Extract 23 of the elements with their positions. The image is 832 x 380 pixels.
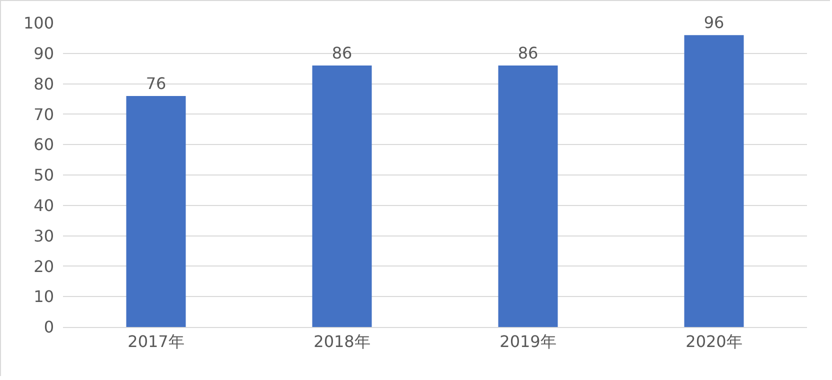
data-label: 86 [332,44,352,63]
data-label: 86 [518,44,538,63]
y-tick-label: 0 [44,318,54,337]
y-tick-label: 80 [34,74,54,94]
y-tick-label: 50 [34,166,54,185]
y-tick-label: 90 [34,44,54,63]
y-tick-label: 70 [34,104,54,124]
y-tick-label: 30 [34,226,54,246]
y-tick-label: 20 [34,256,54,276]
bar [312,66,372,327]
y-tick-label: 60 [34,135,54,154]
bar [126,96,186,327]
bar [498,66,558,327]
x-tick-label: 2017年 [128,332,184,352]
y-tick-label: 10 [34,287,54,306]
data-label: 96 [704,13,724,32]
x-tick-label: 2020年 [686,332,742,352]
x-tick-label: 2019年 [500,332,556,352]
y-tick-label: 100 [23,14,54,33]
y-tick-label: 40 [34,196,54,215]
bar [684,35,744,327]
x-tick-label: 2018年 [314,332,370,352]
data-label: 76 [146,74,166,93]
